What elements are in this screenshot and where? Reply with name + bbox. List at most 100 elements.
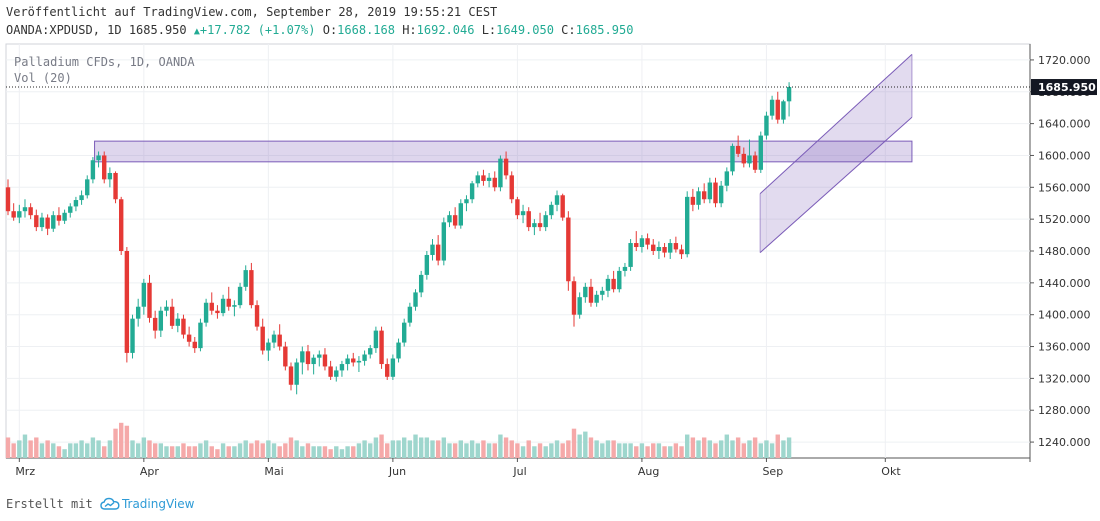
volume-bar <box>175 446 180 458</box>
candle-body <box>583 286 588 298</box>
candle-body <box>203 302 209 323</box>
volume-bar <box>537 443 543 458</box>
candle-body <box>543 215 548 228</box>
candle-body <box>560 195 565 218</box>
volume-bar <box>96 440 101 458</box>
volume-bar <box>362 440 367 458</box>
candle-body <box>379 330 384 365</box>
volume-bar <box>458 440 463 458</box>
candle-body <box>424 254 430 275</box>
volume-bar <box>413 434 418 458</box>
volume-bar <box>758 443 763 458</box>
open-value: 1668.168 <box>337 23 395 37</box>
volume-bar <box>368 443 373 458</box>
volume-bar <box>203 440 209 458</box>
candle-body <box>628 243 633 267</box>
volume-bar <box>503 437 509 458</box>
candle-body <box>351 358 356 363</box>
candle-body <box>73 200 79 207</box>
candle-body <box>362 354 367 361</box>
volume-bar <box>402 437 407 458</box>
volume-bar <box>622 443 628 458</box>
volume-bar <box>707 440 713 458</box>
candle-body <box>549 204 554 216</box>
volume-bar <box>243 440 248 458</box>
volume-bar <box>639 443 645 458</box>
candle-body <box>356 360 362 363</box>
volume-bar <box>300 446 305 458</box>
candle-body <box>373 330 379 349</box>
candle-body <box>537 223 543 228</box>
volume-bar <box>215 449 220 458</box>
low-label: L: <box>481 23 497 37</box>
candle-body <box>181 318 186 335</box>
volume-bar <box>424 437 430 458</box>
volume-bar <box>617 443 622 458</box>
candle-body <box>107 172 113 180</box>
y-tick-label: 1480.000 <box>1038 245 1091 258</box>
volume-bar <box>628 443 633 458</box>
volume-bar <box>39 443 45 458</box>
candle-body <box>775 99 780 120</box>
volume-bar <box>130 440 135 458</box>
candle-body <box>158 310 164 331</box>
resistance-zone <box>94 140 913 163</box>
close-value: 1685.950 <box>575 23 634 37</box>
candle-body <box>605 278 611 291</box>
up-triangle-icon: ▲ <box>193 26 200 37</box>
volume-bar <box>656 443 662 458</box>
low-value: 1649.050 <box>496 23 554 37</box>
volume-bar <box>334 446 339 458</box>
channel-upper-line <box>759 53 913 195</box>
candle-body <box>198 322 203 349</box>
volume-bar <box>764 440 769 458</box>
volume-bar <box>634 446 639 458</box>
candle-body <box>464 199 469 204</box>
candle-body <box>656 247 662 251</box>
candle-body <box>283 346 288 367</box>
volume-bar <box>418 437 424 458</box>
volume-bar <box>679 446 684 458</box>
candle-body <box>141 282 147 307</box>
volume-bar <box>181 443 186 458</box>
volume-bar <box>11 443 16 458</box>
volume-bar <box>651 443 656 458</box>
volume-bar <box>605 440 611 458</box>
candle-body <box>288 366 294 385</box>
y-tick-label: 1600.000 <box>1038 149 1091 162</box>
candle-body <box>526 211 531 228</box>
price-chart[interactable]: 1720.0001680.0001640.0001600.0001560.000… <box>0 0 1100 490</box>
candle-body <box>577 297 582 315</box>
x-tick-label: Jun <box>388 465 406 478</box>
volume-bar <box>28 440 33 458</box>
candle-body <box>402 322 407 343</box>
volume-bar <box>45 440 50 458</box>
candle-body <box>51 215 56 229</box>
volume-bar <box>685 434 690 458</box>
channel-fill <box>760 54 912 253</box>
candle-body <box>192 341 197 349</box>
volume-bar <box>102 446 107 458</box>
volume-bar <box>735 437 741 458</box>
y-tick-label: 1520.000 <box>1038 213 1091 226</box>
candle-body <box>492 177 497 188</box>
candle-body <box>339 364 345 371</box>
volume-bar <box>588 437 594 458</box>
candle-body <box>130 318 135 353</box>
volume-bar <box>611 440 616 458</box>
candle-body <box>271 334 277 343</box>
candle-body <box>651 244 656 251</box>
x-tick-label: Okt <box>881 465 901 478</box>
candle-body <box>62 212 67 221</box>
volume-bar <box>232 446 237 458</box>
tradingview-brand[interactable]: TradingView <box>121 497 195 511</box>
volume-bar <box>90 437 96 458</box>
series-legend: Palladium CFDs, 1D, OANDA <box>14 55 195 69</box>
symbol-ohlc-line: OANDA:XPDUSD, 1D 1685.950 ▲+17.782 (+1.0… <box>6 23 633 37</box>
candle-body <box>22 207 28 212</box>
volume-bar <box>752 437 758 458</box>
volume-bar <box>781 440 786 458</box>
volume-bar <box>775 434 780 458</box>
volume-bar <box>147 440 152 458</box>
candle-body <box>611 278 616 290</box>
